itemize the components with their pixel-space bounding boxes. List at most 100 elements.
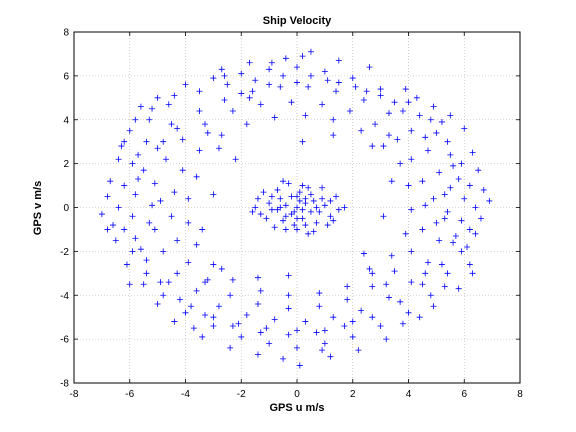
data-point bbox=[319, 101, 326, 108]
data-point bbox=[294, 226, 300, 233]
data-point bbox=[129, 213, 136, 220]
data-point bbox=[452, 233, 459, 240]
data-point bbox=[477, 215, 484, 222]
data-point bbox=[215, 303, 222, 310]
x-tick-label: 8 bbox=[517, 389, 523, 400]
y-tick-label: 8 bbox=[63, 28, 69, 39]
data-point bbox=[196, 147, 203, 154]
data-point bbox=[430, 103, 437, 110]
data-point bbox=[249, 208, 256, 215]
data-point bbox=[190, 325, 197, 332]
data-point bbox=[215, 145, 222, 152]
data-point bbox=[299, 206, 306, 213]
data-point bbox=[433, 129, 440, 136]
data-point bbox=[461, 125, 468, 132]
data-point bbox=[157, 197, 164, 204]
data-point bbox=[140, 167, 147, 174]
data-point bbox=[268, 206, 275, 213]
data-point bbox=[363, 88, 370, 95]
data-point bbox=[162, 156, 169, 163]
data-point bbox=[135, 175, 142, 182]
data-point bbox=[188, 303, 195, 310]
data-point bbox=[427, 116, 434, 123]
data-point bbox=[385, 110, 392, 117]
data-point bbox=[193, 287, 200, 294]
data-point bbox=[280, 178, 287, 185]
data-point bbox=[282, 213, 289, 220]
data-point bbox=[288, 99, 295, 106]
data-point bbox=[380, 143, 387, 150]
data-point bbox=[254, 195, 261, 202]
data-point bbox=[135, 151, 142, 158]
data-point bbox=[179, 136, 186, 143]
data-point bbox=[254, 301, 261, 308]
data-point bbox=[330, 314, 337, 321]
data-point bbox=[425, 259, 432, 266]
data-point bbox=[441, 215, 448, 222]
data-point bbox=[221, 97, 228, 104]
data-point bbox=[372, 121, 379, 128]
data-point bbox=[472, 204, 479, 211]
data-point bbox=[174, 125, 181, 132]
data-point bbox=[121, 182, 128, 189]
data-point bbox=[333, 193, 340, 200]
data-point bbox=[165, 101, 172, 108]
data-point bbox=[464, 243, 471, 250]
data-point bbox=[277, 204, 284, 211]
data-point bbox=[344, 296, 351, 303]
data-point bbox=[296, 189, 303, 196]
data-point bbox=[199, 226, 206, 233]
data-point bbox=[271, 114, 278, 121]
data-point bbox=[294, 215, 300, 222]
data-point bbox=[341, 204, 348, 211]
data-point bbox=[358, 127, 365, 134]
data-point bbox=[112, 237, 119, 244]
data-point bbox=[243, 311, 250, 318]
data-point bbox=[257, 101, 264, 108]
data-point bbox=[447, 112, 454, 119]
data-point bbox=[450, 239, 457, 246]
data-point bbox=[171, 318, 178, 325]
data-point bbox=[282, 202, 289, 209]
y-tick-label: 4 bbox=[63, 115, 69, 126]
data-point bbox=[185, 219, 192, 226]
data-point bbox=[204, 129, 211, 136]
data-point bbox=[232, 156, 239, 163]
data-point bbox=[196, 107, 203, 114]
data-point bbox=[469, 270, 476, 277]
data-point bbox=[274, 186, 281, 193]
data-point bbox=[458, 160, 465, 167]
data-point bbox=[277, 195, 284, 202]
data-point bbox=[227, 292, 234, 299]
data-point bbox=[151, 226, 158, 233]
data-point bbox=[408, 248, 415, 255]
data-point bbox=[391, 268, 398, 275]
data-point bbox=[154, 301, 161, 308]
data-point bbox=[126, 281, 133, 288]
data-point bbox=[444, 208, 451, 215]
data-point bbox=[168, 213, 175, 220]
data-point bbox=[118, 143, 125, 150]
data-point bbox=[397, 160, 404, 167]
y-axis-label: GPS v m/s bbox=[32, 181, 44, 235]
y-tick-label: -6 bbox=[60, 335, 69, 346]
data-point bbox=[252, 204, 259, 211]
data-point bbox=[243, 121, 250, 128]
x-tick-label: 6 bbox=[461, 389, 467, 400]
data-point bbox=[299, 182, 306, 189]
data-point bbox=[377, 322, 384, 329]
data-point bbox=[408, 279, 415, 286]
data-point bbox=[316, 208, 323, 215]
data-point bbox=[399, 107, 406, 114]
data-point bbox=[441, 283, 448, 290]
data-point bbox=[271, 316, 278, 323]
data-point bbox=[307, 191, 314, 198]
data-point bbox=[335, 206, 342, 213]
data-point bbox=[346, 107, 353, 114]
data-point bbox=[385, 294, 392, 301]
data-point bbox=[419, 178, 426, 185]
x-tick-label: 4 bbox=[406, 389, 412, 400]
data-point bbox=[480, 186, 487, 193]
data-point bbox=[419, 281, 426, 288]
